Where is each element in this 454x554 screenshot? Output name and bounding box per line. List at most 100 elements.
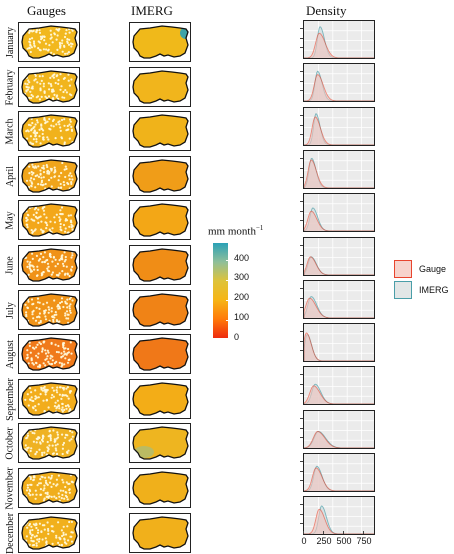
gauge-density-area (304, 32, 374, 58)
density-panel-may (303, 193, 375, 232)
density-y-tick (300, 307, 303, 308)
imerg-map-december (129, 513, 191, 553)
density-panel-december (303, 496, 375, 535)
density-y-tick (300, 288, 303, 289)
colorbar-tick (226, 300, 229, 301)
density-panel-january (303, 20, 375, 59)
month-label-may: May (5, 210, 16, 230)
month-label-august: August (5, 339, 16, 369)
month-label-january: January (5, 26, 17, 58)
density-y-tick (300, 81, 303, 82)
x-tick-label: 500 (336, 536, 352, 546)
density-y-tick (300, 374, 303, 375)
density-y-tick (300, 245, 303, 246)
imerg-map-june (129, 245, 191, 285)
gauge-map-december (18, 513, 80, 553)
density-y-tick (300, 384, 303, 385)
density-y-tick (300, 331, 303, 332)
density-y-tick (300, 255, 303, 256)
gauge-map-january (18, 22, 80, 62)
gauge-map-june (18, 245, 80, 285)
x-tick-label: 0 (301, 536, 307, 546)
colorbar-tick (226, 280, 229, 281)
gauge-map-may (18, 200, 80, 240)
gauge-density-area (304, 385, 374, 404)
gauge-density-area (304, 431, 374, 448)
density-y-tick (300, 298, 303, 299)
density-y-tick (300, 201, 303, 202)
imerg-map-november (129, 468, 191, 508)
month-label-september: September (5, 377, 17, 421)
density-y-tick (300, 90, 303, 91)
month-label-march: March (5, 117, 17, 145)
gauge-map-july (18, 290, 80, 330)
density-y-tick (300, 168, 303, 169)
colorbar-tick (226, 320, 229, 321)
density-panel-october (303, 410, 375, 449)
density-y-tick (300, 220, 303, 221)
gauge-density-area (304, 467, 374, 491)
imerg-map-august (129, 334, 191, 374)
month-label-july: July (5, 301, 17, 319)
colorbar-label-100: 100 (234, 312, 250, 322)
gauge-density-area (304, 74, 374, 101)
gauge-density-area (304, 116, 374, 145)
month-label-october: October (5, 426, 16, 460)
density-y-tick (300, 350, 303, 351)
density-y-tick (300, 418, 303, 419)
density-y-tick (300, 461, 303, 462)
density-panel-july (303, 280, 375, 319)
density-y-tick (300, 125, 303, 126)
x-tick-label: 250 (316, 536, 332, 546)
legend-key-gauge (394, 260, 412, 278)
gauge-map-march (18, 111, 80, 151)
gauges-title: Gauges (27, 3, 66, 18)
density-y-tick (300, 158, 303, 159)
density-panel-february (303, 63, 375, 102)
month-label-november: November (5, 466, 16, 510)
density-panel-august (303, 323, 375, 362)
gauge-map-november (18, 468, 80, 508)
month-label-june: June (5, 255, 16, 275)
density-y-tick (300, 47, 303, 48)
density-y-tick (300, 28, 303, 29)
density-y-tick (300, 523, 303, 524)
legend-label-gauge: Gauge (419, 264, 447, 274)
x-tick-mark (323, 531, 324, 534)
density-y-tick (300, 71, 303, 72)
density-y-tick (300, 211, 303, 212)
density-y-tick (300, 514, 303, 515)
density-panel-march (303, 107, 375, 146)
gauge-density-area (304, 159, 374, 188)
x-tick-label: 750 (356, 536, 372, 546)
colorbar (213, 243, 228, 338)
colorbar-tick (226, 260, 229, 261)
imerg-map-february (129, 67, 191, 107)
colorbar-label-300: 300 (234, 272, 250, 282)
density-y-tick (300, 471, 303, 472)
density-y-tick (300, 264, 303, 265)
density-y-tick (300, 504, 303, 505)
imerg-map-may (129, 200, 191, 240)
density-y-tick (300, 428, 303, 429)
gauge-density-area (304, 256, 374, 275)
density-y-tick (300, 437, 303, 438)
density-y-tick (300, 177, 303, 178)
density-y-tick (300, 393, 303, 394)
imerg-map-september (129, 379, 191, 419)
colorbar-label-400: 400 (234, 253, 250, 263)
density-panel-november (303, 453, 375, 492)
month-label-april: April (5, 165, 17, 187)
density-panel-april (303, 150, 375, 189)
gauge-map-april (18, 156, 80, 196)
x-tick-mark (303, 531, 304, 534)
month-label-february: February (5, 68, 17, 106)
density-panel-june (303, 237, 375, 276)
month-label-december: December (5, 512, 16, 554)
gauge-map-october (18, 423, 80, 463)
x-tick-mark (343, 531, 344, 534)
imerg-title: IMERG (131, 3, 173, 18)
x-tick-mark (363, 531, 364, 534)
density-y-tick (300, 38, 303, 39)
gauge-map-september (18, 379, 80, 419)
